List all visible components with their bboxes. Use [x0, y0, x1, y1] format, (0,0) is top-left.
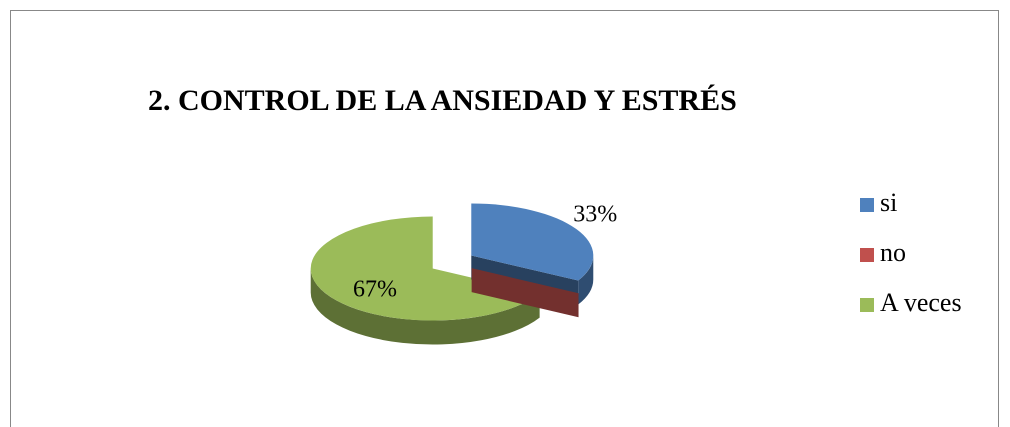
pie-side [310, 268, 540, 345]
legend-label: no [880, 238, 906, 267]
pie-top [471, 203, 594, 281]
chart-title: 2. CONTROL DE LA ANSIEDAD Y ESTRÉS [148, 84, 737, 117]
legend-swatch [860, 248, 874, 262]
data-label: 67% [353, 277, 397, 303]
legend-label: si [880, 188, 897, 217]
data-label: 33% [573, 202, 617, 228]
pie-side [578, 255, 594, 305]
legend-swatch [860, 298, 874, 312]
legend-swatch [860, 198, 874, 212]
pie-slice [471, 268, 579, 318]
legend-label: A veces [880, 288, 962, 317]
